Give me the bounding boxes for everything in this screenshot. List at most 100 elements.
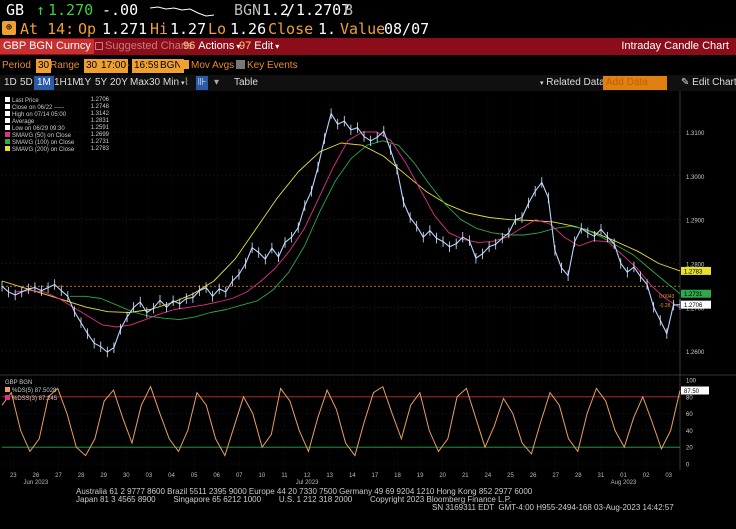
value-label: Value bbox=[340, 20, 386, 38]
chevron-down-icon: ▾ bbox=[236, 42, 241, 51]
price-tick-label: 1.3000 bbox=[686, 175, 705, 181]
osc-tick-label: 40 bbox=[686, 429, 693, 435]
bloomberg-icon[interactable]: ⊕ bbox=[2, 21, 16, 35]
chart-title: Intraday Candle Chart bbox=[621, 40, 729, 52]
price-tag-box bbox=[681, 266, 711, 275]
month-label: Jun 2023 bbox=[24, 480, 49, 486]
source-input[interactable]: BGN bbox=[158, 59, 184, 73]
oscillator-label: %DS(5) bbox=[12, 388, 34, 394]
add-data-input[interactable]: Add Data bbox=[603, 76, 667, 90]
high-value: 1.27 bbox=[170, 20, 207, 38]
legend-swatch bbox=[5, 97, 10, 102]
tf-max[interactable]: Max bbox=[130, 77, 149, 88]
range-input[interactable]: 30 bbox=[84, 59, 100, 73]
time-from-input[interactable]: 17:00 bbox=[99, 59, 129, 73]
footer-line-3: SN 3169311 EDT GMT-4:00 H955-2494-168 03… bbox=[432, 503, 674, 512]
edit-menu[interactable]: 97 Edit ▾ bbox=[236, 39, 282, 54]
low-value: 1.26 bbox=[230, 20, 267, 38]
chevron-down-icon[interactable]: ▾ bbox=[214, 77, 220, 88]
suggested-charts-label: Suggested Charts bbox=[105, 40, 194, 52]
ask-source: B bbox=[344, 1, 354, 19]
legend-value: 1.2748 bbox=[90, 104, 109, 110]
day-tick-label: 24 bbox=[485, 473, 492, 479]
related-data-button[interactable]: ▾ Related Data bbox=[540, 76, 605, 90]
footer: Australia 61 2 9777 8600 Brazil 5511 239… bbox=[0, 486, 736, 529]
legend-row: Last Price 1.2706 bbox=[5, 97, 109, 104]
tf-20y[interactable]: 20Y bbox=[110, 77, 128, 88]
day-tick-label: 29 bbox=[100, 473, 107, 479]
day-tick-label: 20 bbox=[439, 473, 446, 479]
oscillator-legend: GBP BGN %DS(5) 87.5028 %DSS(3) 87.245 bbox=[5, 380, 57, 403]
time-to-input[interactable]: 16:59 bbox=[132, 59, 162, 73]
price-tag-label: 1.2783 bbox=[684, 269, 703, 275]
legend-swatch bbox=[5, 118, 10, 123]
candle-chart-icon[interactable]: ⊪ bbox=[196, 76, 208, 90]
interval-label: 30 Min bbox=[149, 77, 180, 88]
interval-select[interactable]: 30 Min ▾ bbox=[149, 76, 185, 90]
legend-swatch bbox=[5, 146, 10, 151]
edit-label: Edit bbox=[254, 40, 274, 52]
edit-chart-button[interactable]: ✎ Edit Chart bbox=[681, 76, 736, 90]
tf-1y[interactable]: 1Y bbox=[79, 77, 92, 88]
high-label: Hi bbox=[150, 20, 169, 38]
key-events-toggle[interactable]: Key Events bbox=[236, 59, 298, 73]
legend-row: SMAVG (200) on Close 1.2783 bbox=[5, 146, 109, 153]
price-tag: 1.2706 bbox=[681, 300, 711, 309]
price-tick-label: 1.3100 bbox=[686, 131, 705, 137]
tf-1m[interactable]: 1M bbox=[34, 76, 54, 90]
close-value: 1. bbox=[318, 20, 337, 38]
legend-swatch bbox=[5, 132, 10, 137]
actions-menu[interactable]: 96 Actions ▾ bbox=[180, 39, 243, 54]
line-chart-icon[interactable]: ⌇ bbox=[184, 77, 189, 88]
inline-change-label: -0.28 bbox=[659, 303, 671, 309]
tf-1d[interactable]: 1D bbox=[4, 77, 17, 88]
day-tick-label: 27 bbox=[552, 473, 559, 479]
time-label: At 14: bbox=[20, 20, 75, 38]
legend-value: 1.2831 bbox=[90, 118, 109, 124]
series-line-smavg-200-on-close bbox=[1, 142, 681, 313]
legend-row: Average 1.2831 bbox=[5, 118, 109, 125]
osc-tick-label: 80 bbox=[686, 395, 693, 401]
quote-header: GB ↑ 1.270 -.00 BGN 1.2 / 1.2707 B bbox=[0, 0, 736, 20]
legend-label: High on 07/14 05:00 bbox=[12, 112, 67, 118]
key-events-label: Key Events bbox=[247, 60, 298, 71]
security-field[interactable]: GBP BGN Curncy bbox=[0, 39, 94, 54]
series-line-last-price bbox=[1, 113, 681, 353]
osc-tag-label: 87.50 bbox=[684, 389, 700, 395]
range-label: Range bbox=[50, 60, 80, 71]
mov-avgs-toggle[interactable]: Mov Avgs bbox=[180, 59, 234, 73]
edit-chart-label: Edit Chart bbox=[692, 77, 736, 88]
day-tick-label: 05 bbox=[191, 473, 198, 479]
legend-label: Average bbox=[12, 119, 35, 125]
tf-5y[interactable]: 5Y bbox=[95, 77, 108, 88]
function-toolbar: GBP BGN Curncy Suggested Charts 96 Action… bbox=[0, 38, 736, 55]
day-tick-label: 30 bbox=[123, 473, 130, 479]
price-tick-label: 1.2900 bbox=[686, 219, 705, 225]
legend-label: Last Price bbox=[12, 98, 39, 104]
price-tag-label: 1.2706 bbox=[684, 303, 703, 309]
legend-label: SMAVG (50) on Close bbox=[12, 133, 71, 139]
legend-value: 1.2783 bbox=[90, 146, 109, 152]
pencil-icon: ✎ bbox=[681, 77, 690, 88]
chart-icon bbox=[95, 42, 103, 50]
net-change: -.00 bbox=[102, 1, 139, 19]
price-axis: 1.3100 1.3000 1.2900 1.2800 1.2700 1.2600 1.27… bbox=[659, 131, 711, 356]
legend-row: Low on 06/29 09:30 1.2591 bbox=[5, 125, 109, 132]
inline-change-label: 0.0043 bbox=[659, 294, 675, 300]
price-tag-box bbox=[681, 289, 711, 298]
open-label: Op bbox=[78, 20, 97, 38]
sparkline-icon bbox=[150, 6, 214, 17]
day-tick-label: 23 bbox=[10, 473, 17, 479]
table-button[interactable]: Table bbox=[234, 77, 258, 88]
tf-5d[interactable]: 5D bbox=[20, 77, 33, 88]
suggested-charts-button[interactable]: Suggested Charts bbox=[92, 39, 196, 54]
price-chart[interactable]: 1.3100 1.3000 1.2900 1.2800 1.2700 1.2600 1.27… bbox=[0, 91, 736, 491]
last-price: 1.270 bbox=[48, 1, 94, 19]
legend-value: 1.2706 bbox=[90, 97, 109, 103]
tf-1h1m[interactable]: 1H1M bbox=[54, 77, 81, 88]
time-dash: - bbox=[126, 60, 130, 71]
legend-value: 1.3142 bbox=[90, 111, 109, 117]
oscillator-line bbox=[1, 385, 681, 457]
period-input[interactable]: 30 bbox=[36, 59, 52, 73]
